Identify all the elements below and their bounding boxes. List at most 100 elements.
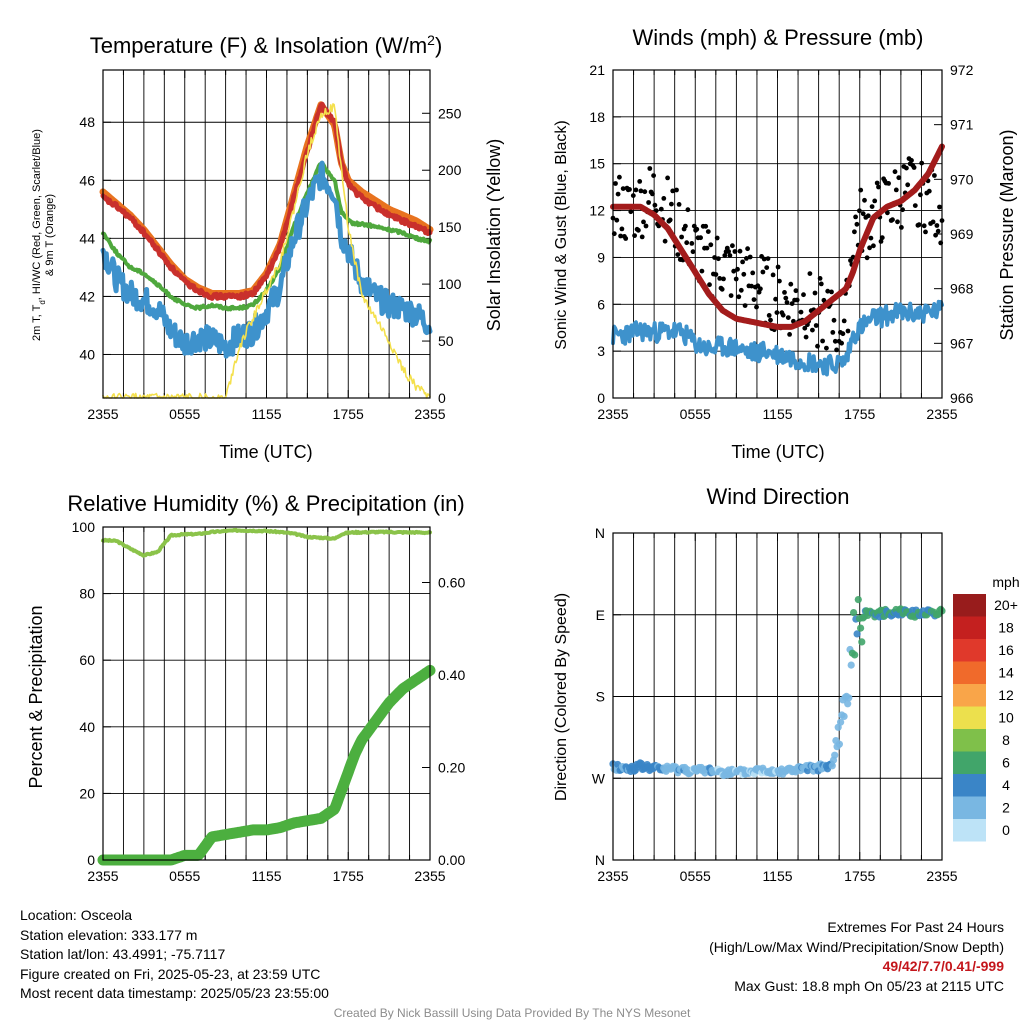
gust-point (810, 327, 815, 333)
gust-point (642, 189, 648, 195)
gust-point (684, 240, 690, 246)
colorbar-label: 18 (998, 620, 1014, 636)
temperature-xlabel: Time (UTC) (219, 442, 312, 462)
gust-point (820, 338, 825, 344)
gust-point (935, 228, 941, 234)
direction-y-tick-label: E (596, 607, 605, 623)
gust-point (662, 238, 668, 244)
gust-point (614, 217, 620, 223)
humidity-y-tick-label: 40 (79, 719, 95, 735)
gust-point (722, 253, 728, 258)
direction-point (851, 651, 859, 659)
precip-y2-tick-label: 0.40 (438, 667, 465, 683)
gust-point (749, 283, 754, 289)
gust-point (787, 332, 792, 337)
extremes-values: 49/42/7.7/0.41/-999 (882, 958, 1004, 974)
gust-point (900, 207, 905, 213)
gust-point (789, 301, 795, 306)
temperature-title: Temperature (F) & Insolation (W/m2) (90, 32, 443, 58)
temp-y-tick-label: 42 (79, 288, 95, 304)
gust-point (916, 222, 922, 228)
gust-point (731, 268, 737, 274)
gust-point (627, 187, 632, 192)
gust-point (818, 281, 824, 287)
insol-y2-tick-label: 100 (438, 276, 462, 292)
winds-title: Winds (mph) & Pressure (mb) (633, 25, 924, 50)
gust-point (777, 278, 782, 284)
extremes-title: Extremes For Past 24 Hours (827, 919, 1004, 935)
gust-point (652, 202, 658, 208)
gust-point (783, 295, 789, 301)
gust-point (890, 217, 895, 223)
gust-point (885, 210, 890, 216)
pressure-y2-tick-label: 966 (950, 390, 974, 406)
humidity-x-tick-label: 2355 (87, 868, 118, 884)
gust-point (780, 312, 786, 318)
winds-xlabel: Time (UTC) (731, 442, 824, 462)
gust-point (773, 296, 778, 302)
gust-point (784, 300, 790, 305)
gust-point (643, 223, 649, 229)
colorbar-swatch (953, 819, 986, 842)
temperature-panel: Temperature (F) & Insolation (W/m2) 2355… (31, 32, 504, 462)
gust-point (853, 214, 858, 220)
gust-point (613, 181, 618, 186)
gust-point (774, 310, 780, 315)
figure-created: Figure created on Fri, 2025-05-23, at 23… (20, 965, 321, 982)
extremes-info: Extremes For Past 24 Hours (High/Low/Max… (709, 918, 1004, 996)
gust-point (639, 234, 645, 240)
gust-point (707, 282, 712, 288)
gust-point (852, 229, 857, 235)
temp-y-tick-label: 48 (79, 114, 95, 130)
colorbar-label: 14 (998, 665, 1014, 681)
gust-point (730, 243, 735, 249)
gust-point (794, 297, 800, 303)
direction-panel: Wind Direction 2355 0555 1155 1755 2355NESWN… (553, 484, 1020, 884)
gust-point (719, 286, 725, 292)
gust-point (758, 286, 763, 292)
gust-point (733, 276, 739, 282)
gust-point (638, 188, 644, 194)
gust-point (832, 338, 838, 344)
gust-point (742, 303, 748, 308)
gust-point (661, 196, 667, 201)
precip-y2-tick-label: 0.20 (438, 760, 465, 776)
dewpoint-series (101, 160, 432, 312)
humidity-y-tick-label: 20 (79, 785, 95, 801)
colorbar-label: 16 (998, 642, 1014, 658)
winds-ylabel-left: Sonic Wind & Gust (Blue, Black) (553, 120, 570, 349)
gust-point (876, 184, 881, 190)
gust-point (689, 241, 695, 246)
gust-point (669, 201, 674, 207)
humidity-x-tick-label: 1155 (251, 868, 281, 884)
gust-point (737, 248, 743, 254)
winds-x-tick-label: 2355 (926, 406, 957, 422)
gust-point (874, 180, 880, 186)
winds-y-tick-label: 21 (589, 62, 605, 78)
colorbar-swatch (953, 616, 986, 639)
direction-x-tick-label: 2355 (597, 868, 628, 884)
windchill-series (100, 160, 433, 359)
humidity-y-tick-label: 80 (79, 586, 95, 602)
temp-x-tick-label: 2355 (87, 406, 118, 422)
gust-point (904, 165, 909, 171)
gust-point (854, 221, 860, 227)
gust-point (830, 330, 836, 335)
gust-point (770, 272, 776, 278)
gust-point (628, 209, 634, 215)
direction-x-tick-label: 2355 (926, 868, 957, 884)
gust-point (712, 255, 717, 260)
gust-point (676, 202, 682, 207)
gust-point (867, 245, 872, 251)
gust-point (735, 266, 740, 272)
colorbar-label: 20+ (994, 597, 1018, 613)
gust-point (750, 270, 756, 276)
winds-x-tick-label: 2355 (597, 406, 628, 422)
gust-point (765, 256, 771, 261)
colorbar-swatch (953, 706, 986, 729)
gust-point (744, 256, 749, 261)
recent-data-timestamp: Most recent data timestamp: 2025/05/23 2… (20, 985, 329, 1001)
direction-x-tick-label: 1155 (762, 868, 792, 884)
gust-point (909, 158, 914, 163)
winds-x-tick-label: 0555 (680, 406, 711, 422)
